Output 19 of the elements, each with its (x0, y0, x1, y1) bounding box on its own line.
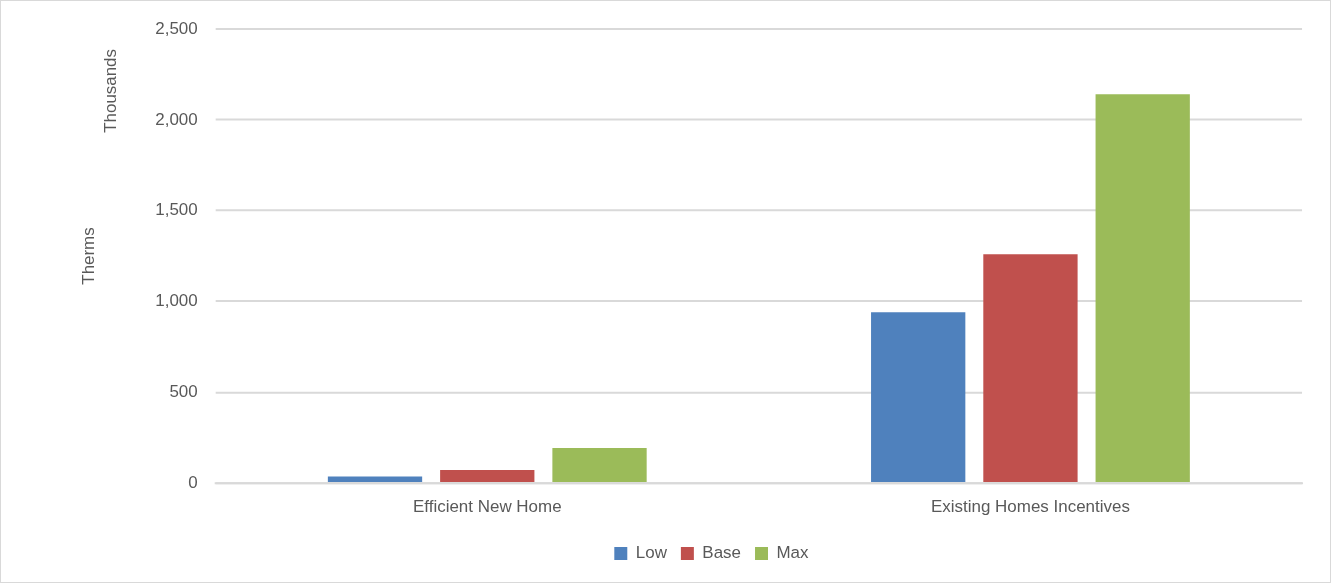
y-axis-title: Therms (78, 227, 98, 285)
y-tick-label: 0 (188, 472, 198, 492)
legend-label: Low (635, 543, 668, 563)
legend-label: Base (702, 543, 741, 563)
text: Thousands (100, 49, 120, 133)
bar (440, 470, 535, 482)
bar (1095, 94, 1190, 482)
y-tick-label: 2,500 (155, 18, 198, 38)
y-tick-label: 1,500 (155, 200, 198, 220)
y-tick-label: 500 (169, 381, 198, 401)
bar (871, 312, 966, 482)
y-tick-label: 1,000 (155, 291, 198, 311)
x-tick-label: Existing Homes Incentives (931, 496, 1130, 516)
y-tick-label: 2,000 (155, 109, 198, 129)
x-tick-label: Efficient New Home (412, 496, 562, 516)
bar (327, 476, 423, 482)
legend-label: Max (776, 543, 810, 563)
bar (983, 254, 1078, 482)
bar (552, 447, 647, 482)
